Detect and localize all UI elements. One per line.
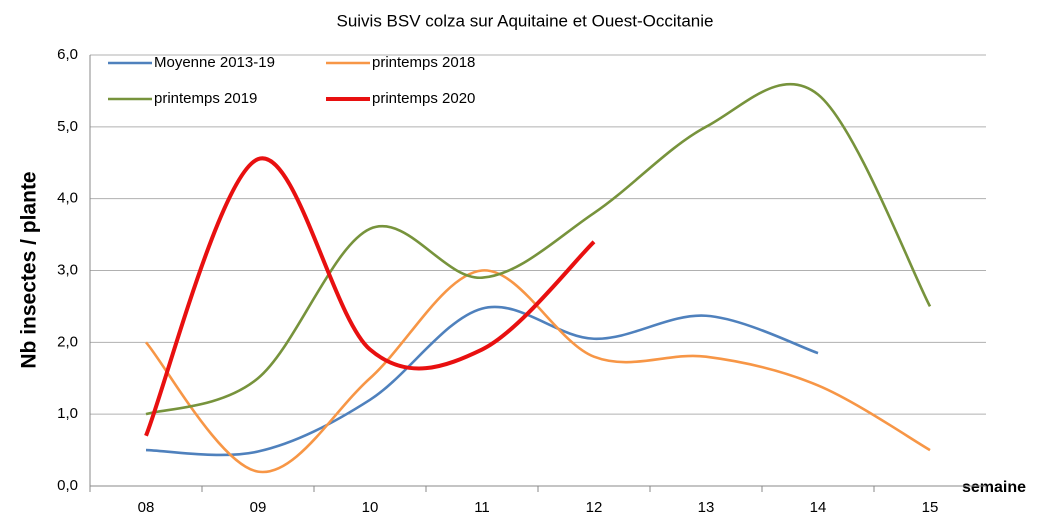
x-tick-label: 15 <box>922 499 939 516</box>
y-tick-label: 4,0 <box>57 190 78 207</box>
y-tick-label: 0,0 <box>57 477 78 494</box>
x-tick-label: 12 <box>586 499 603 516</box>
legend-label: printemps 2020 <box>372 90 475 107</box>
legend-label: printemps 2018 <box>372 54 475 71</box>
y-tick-label: 3,0 <box>57 261 78 278</box>
x-tick-label: 14 <box>810 499 827 516</box>
x-tick-label: 08 <box>138 499 155 516</box>
line-series <box>144 156 596 437</box>
legend-label: printemps 2019 <box>154 90 257 107</box>
y-tick-label: 6,0 <box>57 46 78 63</box>
x-axis-label: semaine <box>962 479 1026 496</box>
y-tick-label: 1,0 <box>57 405 78 422</box>
y-axis-label: Nb insectes / plante <box>18 171 41 368</box>
y-tick-label: 2,0 <box>57 333 78 350</box>
line-series <box>145 82 932 416</box>
y-tick-label: 5,0 <box>57 118 78 135</box>
x-tick-label: 13 <box>698 499 715 516</box>
legend-label: Moyenne 2013-19 <box>154 54 275 71</box>
line-series <box>145 305 819 457</box>
chart-subtitle: Suivis BSV colza sur Aquitaine et Ouest-… <box>336 11 713 30</box>
x-tick-label: 10 <box>362 499 379 516</box>
x-tick-label: 09 <box>250 499 267 516</box>
x-tick-label: 11 <box>474 499 490 516</box>
line-series <box>145 269 931 474</box>
